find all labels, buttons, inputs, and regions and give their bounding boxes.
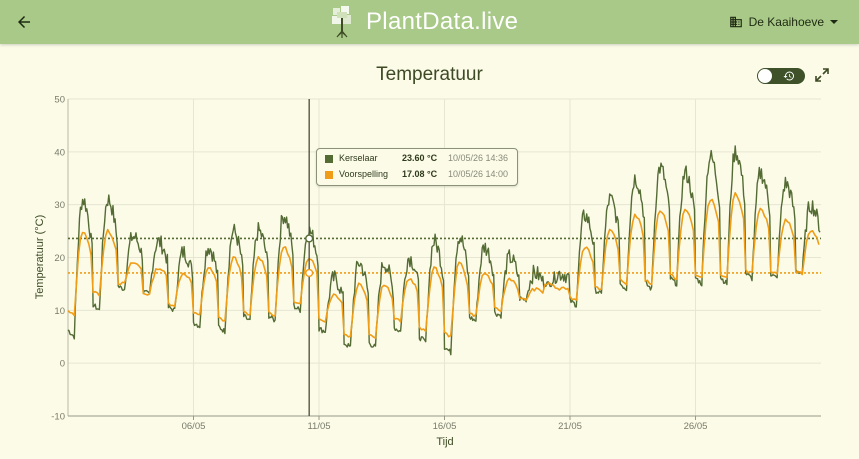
series-name: Kerselaar — [339, 153, 378, 163]
chart-tooltip: Kerselaar 23.60 °C 10/05/26 14:36 Voorsp… — [316, 148, 518, 186]
plant-logo-icon — [332, 6, 351, 38]
y-tick-label: -10 — [51, 412, 65, 423]
x-tick-label: 26/05 — [684, 421, 708, 432]
caret-down-icon — [830, 20, 838, 24]
expand-icon[interactable] — [814, 67, 830, 83]
arrow-left-icon — [18, 16, 30, 28]
y-tick-label: 30 — [54, 200, 65, 211]
location-selector[interactable]: De Kaaihoeve — [729, 12, 839, 32]
axes: -10 0 10 20 30 40 50 06/05 11/05 16/05 21/05 26/05 — [51, 95, 821, 432]
y-tick-label: 40 — [54, 147, 65, 158]
y-tick-label: 50 — [54, 95, 65, 106]
series-time: 10/05/26 14:00 — [448, 169, 509, 179]
series-name: Voorspelling — [339, 169, 389, 179]
cursor-point-kerselaar — [305, 234, 314, 243]
y-axis-title: Temperatuur (°C) — [34, 215, 46, 299]
series-time: 10/05/26 14:36 — [448, 153, 509, 163]
y-tick-label: 0 — [60, 359, 65, 370]
series-lines — [67, 145, 821, 356]
grid — [68, 98, 821, 417]
reference-lines — [68, 237, 821, 274]
app-name: PlantData.live — [366, 8, 519, 35]
x-tick-label: 11/05 — [307, 421, 330, 432]
chart-title: Temperatuur — [376, 64, 483, 85]
top-app-bar: PlantData.live De Kaaihoeve — [0, 0, 859, 44]
cursor-point-voorspelling — [305, 268, 314, 278]
series-line-voorspelling — [67, 192, 820, 339]
cursor — [305, 99, 314, 416]
x-tick-label: 06/05 — [182, 421, 206, 432]
toggle-knob — [758, 69, 772, 83]
series-value: 23.60 °C — [402, 153, 438, 163]
back-button[interactable] — [12, 10, 36, 34]
tooltip-row: Voorspelling 17.08 °C 10/05/26 14:00 — [323, 168, 515, 182]
x-axis-title: Tijd — [436, 436, 453, 448]
series-swatch — [325, 155, 333, 163]
brand: PlantData.live — [330, 4, 518, 40]
history-toggle[interactable] — [757, 68, 805, 84]
y-tick-label: 10 — [54, 306, 65, 317]
tooltip-row: Kerselaar 23.60 °C 10/05/26 14:36 — [323, 152, 515, 166]
history-icon — [783, 71, 794, 81]
location-name: De Kaaihoeve — [748, 15, 824, 29]
series-swatch — [325, 171, 333, 179]
x-tick-label: 21/05 — [558, 421, 582, 432]
x-tick-label: 16/05 — [433, 421, 457, 432]
building-icon — [729, 16, 742, 28]
series-value: 17.08 °C — [402, 169, 438, 179]
y-tick-label: 20 — [54, 253, 65, 264]
